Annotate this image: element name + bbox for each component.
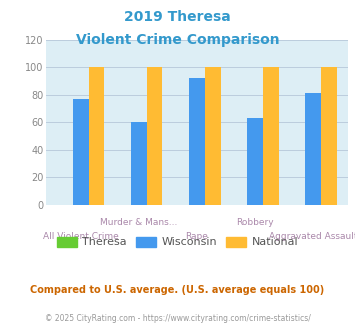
- Text: Murder & Mans...: Murder & Mans...: [100, 218, 178, 227]
- Bar: [321, 67, 337, 205]
- Text: 2019 Theresa: 2019 Theresa: [124, 10, 231, 24]
- Bar: [73, 99, 89, 205]
- Bar: [263, 67, 279, 205]
- Bar: [131, 122, 147, 205]
- Bar: [189, 78, 205, 205]
- Text: Violent Crime Comparison: Violent Crime Comparison: [76, 33, 279, 47]
- Bar: [147, 67, 163, 205]
- Bar: [89, 67, 104, 205]
- Text: © 2025 CityRating.com - https://www.cityrating.com/crime-statistics/: © 2025 CityRating.com - https://www.city…: [45, 314, 310, 323]
- Legend: Theresa, Wisconsin, National: Theresa, Wisconsin, National: [53, 232, 302, 252]
- Bar: [247, 118, 263, 205]
- Text: Compared to U.S. average. (U.S. average equals 100): Compared to U.S. average. (U.S. average …: [31, 285, 324, 295]
- Text: Aggravated Assault: Aggravated Assault: [269, 232, 355, 241]
- Bar: [305, 93, 321, 205]
- Text: Robbery: Robbery: [236, 218, 274, 227]
- Text: Rape: Rape: [186, 232, 208, 241]
- Bar: [205, 67, 220, 205]
- Text: All Violent Crime: All Violent Crime: [43, 232, 119, 241]
